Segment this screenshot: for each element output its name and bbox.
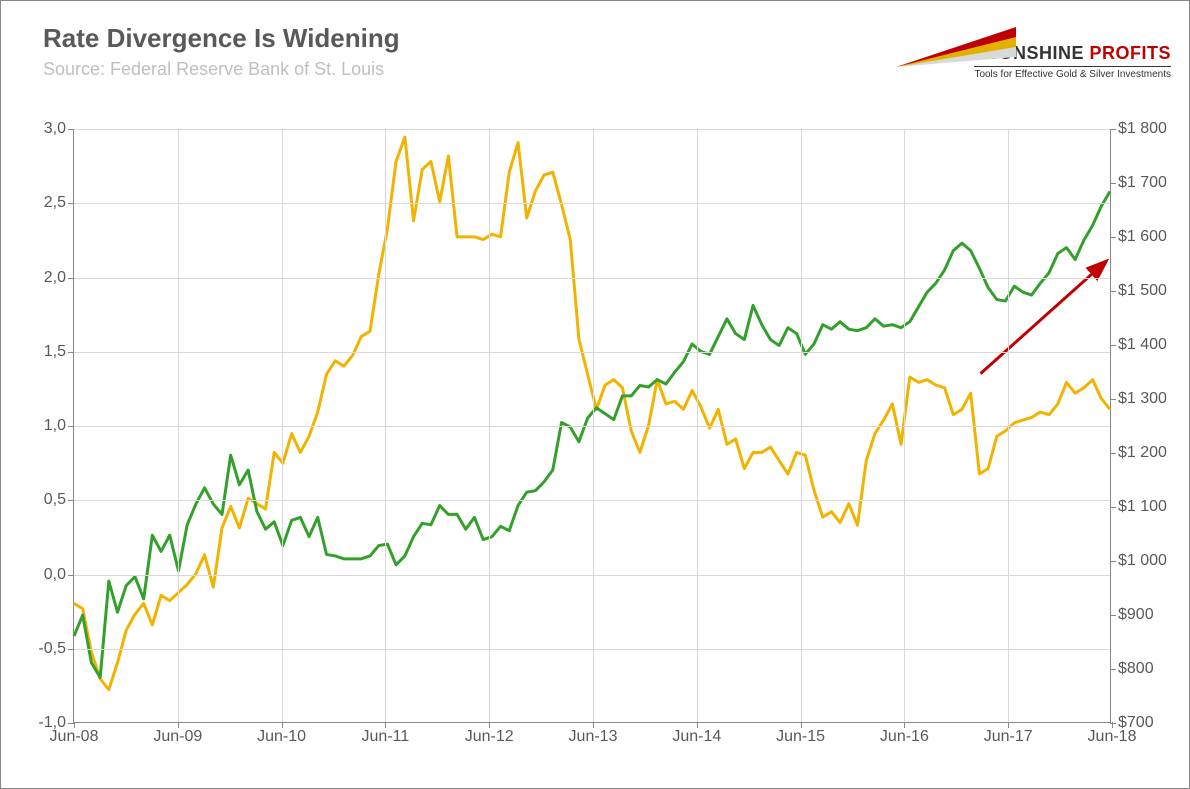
chart-subtitle: Source: Federal Reserve Bank of St. Loui…: [43, 59, 384, 80]
y-left-tick-label: 1,5: [44, 343, 66, 361]
grid-line-horizontal: [74, 129, 1110, 130]
x-tick-label: Jun-18: [1088, 728, 1137, 746]
tick-mark: [68, 500, 74, 501]
y-right-tick-label: $1 400: [1118, 336, 1167, 354]
tick-mark: [68, 278, 74, 279]
y-right-tick-label: $1 600: [1118, 228, 1167, 246]
x-tick-label: Jun-10: [257, 728, 306, 746]
tick-mark: [68, 426, 74, 427]
y-right-tick-label: $1 100: [1118, 498, 1167, 516]
y-right-tick-label: $1 500: [1118, 282, 1167, 300]
grid-line-vertical: [282, 129, 283, 722]
series-green-line: [74, 191, 1110, 677]
tick-mark: [68, 129, 74, 130]
tick-mark: [1110, 399, 1116, 400]
y-right-tick-label: $900: [1118, 606, 1154, 624]
y-right-tick-label: $800: [1118, 660, 1154, 678]
grid-line-vertical: [904, 129, 905, 722]
grid-line-horizontal: [74, 500, 1110, 501]
y-left-tick-label: -0,5: [38, 640, 66, 658]
tick-mark: [1110, 237, 1116, 238]
tick-mark: [1110, 183, 1116, 184]
tick-mark: [68, 352, 74, 353]
grid-line-vertical: [385, 129, 386, 722]
y-left-tick-label: 2,0: [44, 269, 66, 287]
plot-area: -1,0-0,50,00,51,01,52,02,53,0$700$800$90…: [73, 129, 1111, 723]
y-left-tick-label: 0,5: [44, 491, 66, 509]
grid-line-vertical: [1008, 129, 1009, 722]
x-tick-label: Jun-13: [569, 728, 618, 746]
grid-line-horizontal: [74, 649, 1110, 650]
tick-mark: [68, 575, 74, 576]
y-left-tick-label: 3,0: [44, 120, 66, 138]
grid-line-vertical: [697, 129, 698, 722]
grid-line-vertical: [593, 129, 594, 722]
y-left-tick-label: 2,5: [44, 194, 66, 212]
logo-rays-icon: [896, 27, 1016, 77]
tick-mark: [1110, 615, 1116, 616]
tick-mark: [68, 649, 74, 650]
tick-mark: [1110, 291, 1116, 292]
grid-line-horizontal: [74, 575, 1110, 576]
y-right-tick-label: $1 700: [1118, 174, 1167, 192]
y-left-tick-label: 0,0: [44, 566, 66, 584]
logo-brand-profits: PROFITS: [1089, 43, 1171, 63]
x-tick-label: Jun-12: [465, 728, 514, 746]
tick-mark: [1110, 345, 1116, 346]
grid-line-vertical: [489, 129, 490, 722]
y-right-tick-label: $1 200: [1118, 444, 1167, 462]
grid-line-horizontal: [74, 278, 1110, 279]
tick-mark: [1110, 453, 1116, 454]
chart-container: Rate Divergence Is Widening Source: Fede…: [0, 0, 1190, 789]
y-left-tick-label: 1,0: [44, 417, 66, 435]
tick-mark: [1110, 507, 1116, 508]
x-tick-label: Jun-14: [672, 728, 721, 746]
y-right-tick-label: $1 800: [1118, 120, 1167, 138]
tick-mark: [1110, 669, 1116, 670]
grid-line-vertical: [178, 129, 179, 722]
y-right-tick-label: $1 300: [1118, 390, 1167, 408]
tick-mark: [1110, 723, 1116, 724]
x-tick-label: Jun-15: [776, 728, 825, 746]
x-tick-label: Jun-09: [153, 728, 202, 746]
y-right-tick-label: $1 000: [1118, 552, 1167, 570]
tick-mark: [68, 203, 74, 204]
x-tick-label: Jun-17: [984, 728, 1033, 746]
logo: SUNSHINE PROFITS Tools for Effective Gol…: [974, 43, 1171, 80]
grid-line-vertical: [801, 129, 802, 722]
tick-mark: [1110, 129, 1116, 130]
x-tick-label: Jun-08: [50, 728, 99, 746]
grid-line-horizontal: [74, 426, 1110, 427]
grid-line-horizontal: [74, 203, 1110, 204]
chart-title: Rate Divergence Is Widening: [43, 23, 400, 54]
x-tick-label: Jun-11: [362, 728, 410, 746]
tick-mark: [1110, 561, 1116, 562]
x-tick-label: Jun-16: [880, 728, 929, 746]
grid-line-horizontal: [74, 352, 1110, 353]
